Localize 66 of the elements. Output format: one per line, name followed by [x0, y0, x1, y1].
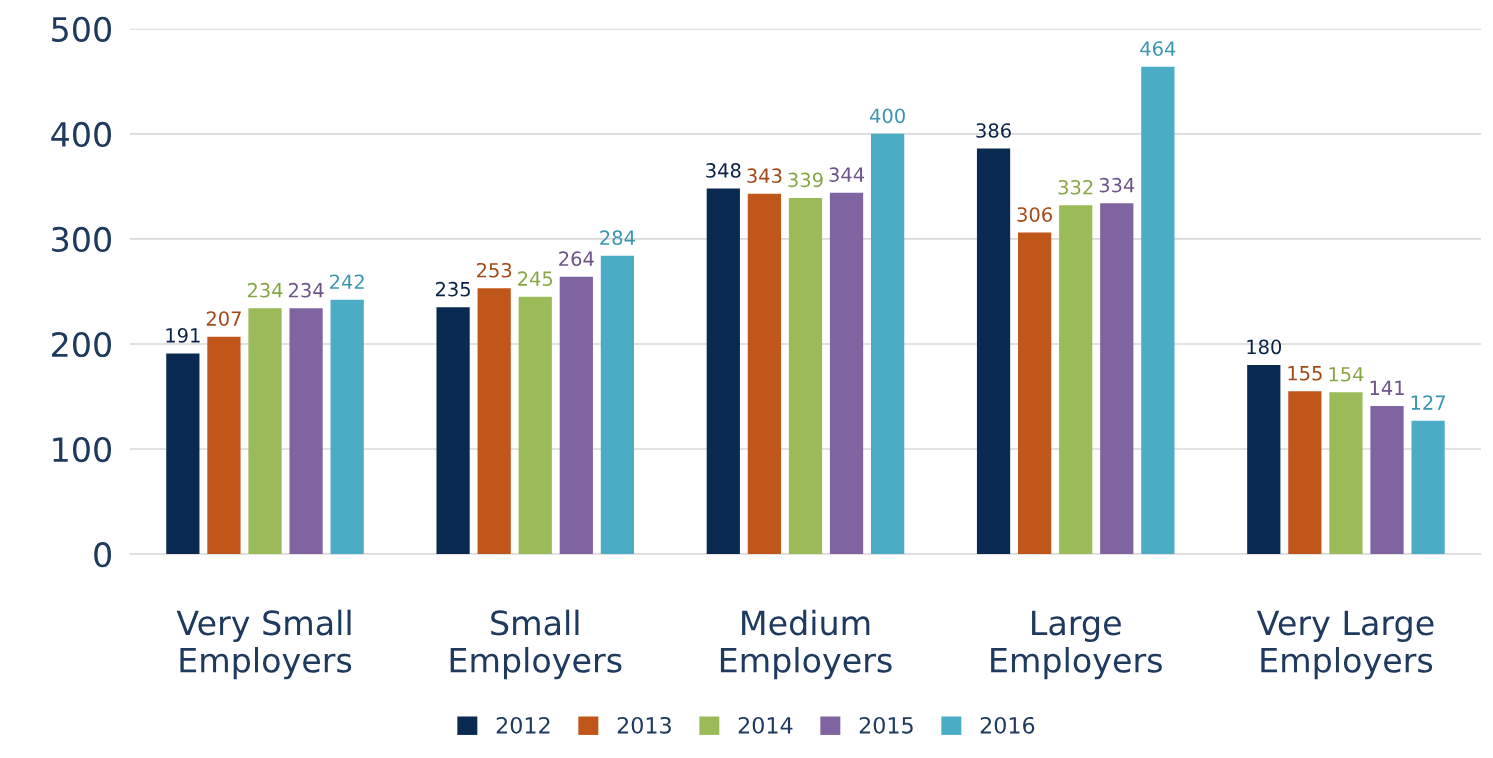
data-label: 245 [518, 271, 553, 286]
bar [1247, 364, 1281, 555]
data-label: 180 [1247, 339, 1282, 355]
bar [1141, 66, 1175, 555]
data-label: 344 [829, 167, 865, 182]
legend-label: 2015 [859, 716, 913, 734]
data-label: 264 [559, 251, 594, 267]
x-tick-label: Very Small Employers [176, 609, 352, 680]
legend-label: 2012 [496, 716, 550, 734]
data-label: 242 [330, 274, 364, 289]
bar [1018, 232, 1052, 555]
bar [871, 133, 905, 555]
y-tick-label: 500 [52, 16, 112, 42]
data-label: 127 [1411, 395, 1445, 410]
data-label: 141 [1370, 380, 1404, 395]
data-label: 343 [747, 168, 782, 184]
bar [1411, 420, 1445, 555]
data-label: 339 [788, 172, 823, 188]
data-label: 155 [1288, 366, 1322, 381]
bar [600, 255, 635, 555]
legend-label: 2014 [738, 716, 793, 734]
bar [330, 299, 364, 555]
data-label: 234 [288, 282, 324, 298]
data-label: 464 [1140, 41, 1176, 56]
bar [829, 192, 864, 555]
bar [518, 296, 552, 555]
data-label: 284 [600, 230, 635, 246]
legend-label: 2013 [617, 716, 671, 734]
data-label: 154 [1329, 367, 1364, 382]
bar [976, 148, 1011, 555]
bar [706, 188, 740, 555]
data-label: 386 [976, 123, 1011, 138]
x-tick-label: Large Employers [991, 610, 1162, 680]
bar [1370, 405, 1404, 555]
bar [477, 288, 511, 555]
x-tick-label: Medium Employers [720, 609, 892, 680]
legend-label: 2016 [980, 716, 1035, 734]
bar [1059, 205, 1093, 555]
data-label: 235 [435, 281, 470, 297]
bar [788, 197, 823, 555]
data-label: 306 [1017, 207, 1052, 222]
y-tick-label: 300 [52, 226, 112, 253]
bar [1329, 392, 1363, 555]
data-label: 207 [206, 311, 241, 326]
y-tick-label: 0 [94, 542, 112, 568]
x-tick-label: Very Large Employers [1256, 610, 1434, 680]
bar [248, 308, 282, 555]
bar [436, 307, 470, 555]
data-label: 332 [1058, 179, 1093, 195]
y-tick-label: 100 [53, 436, 112, 463]
bar [747, 193, 782, 555]
data-label: 348 [706, 163, 741, 178]
bar [1100, 203, 1134, 555]
data-label: 234 [247, 282, 283, 298]
y-tick-label: 400 [51, 121, 112, 147]
bar [1288, 391, 1322, 555]
y-tick-label: 200 [52, 331, 112, 358]
bar [289, 308, 323, 555]
bar [559, 276, 593, 555]
data-label: 253 [477, 262, 512, 278]
data-label: 334 [1099, 177, 1135, 193]
data-label: 400 [870, 108, 905, 124]
x-tick-label: Small Employers [450, 609, 622, 680]
bar [207, 336, 241, 555]
bar [166, 353, 200, 555]
data-label: 191 [166, 328, 200, 343]
